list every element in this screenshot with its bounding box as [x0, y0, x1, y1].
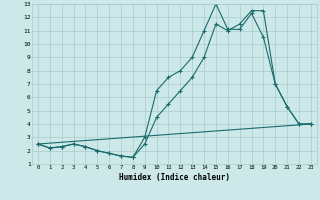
X-axis label: Humidex (Indice chaleur): Humidex (Indice chaleur) — [119, 173, 230, 182]
